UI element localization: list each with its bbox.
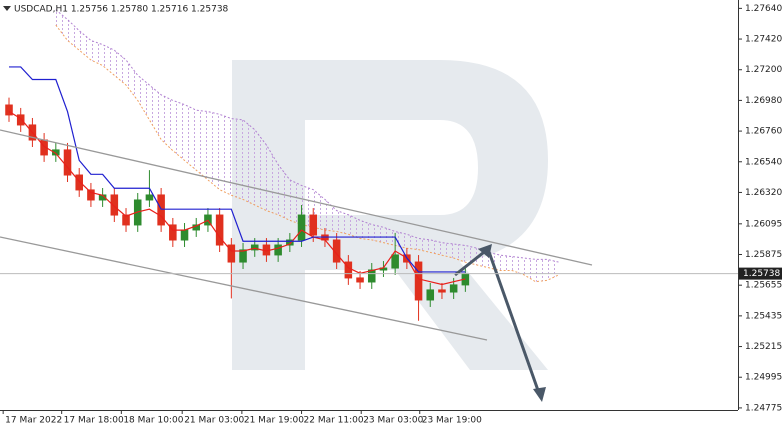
x-tick-label: 22 Mar 11:00 bbox=[304, 416, 364, 426]
x-tick-label: 17 Mar 18:00 bbox=[64, 416, 124, 426]
candle-body bbox=[274, 244, 282, 256]
y-tick-label: 1.25875 bbox=[745, 250, 782, 260]
candle-body bbox=[309, 214, 318, 236]
x-tick-label: 21 Mar 03:00 bbox=[184, 416, 244, 426]
candle-body bbox=[297, 214, 306, 241]
x-tick-label: 17 Mar 2022 bbox=[5, 416, 62, 426]
y-tick-label: 1.27200 bbox=[745, 65, 782, 75]
candle-body bbox=[391, 254, 399, 269]
candle-body bbox=[16, 114, 25, 126]
candle-body bbox=[110, 194, 119, 216]
y-tick-label: 1.25215 bbox=[745, 342, 782, 352]
y-tick-label: 1.25655 bbox=[745, 281, 782, 291]
candle-body bbox=[449, 284, 458, 293]
y-tick-label: 1.24995 bbox=[745, 373, 782, 383]
candle-body bbox=[356, 277, 364, 283]
candle-body bbox=[414, 261, 423, 301]
candle-body bbox=[63, 149, 72, 176]
y-tick-label: 1.27640 bbox=[745, 4, 782, 14]
chart-title: USDCAD,H1 1.25756 1.25780 1.25716 1.2573… bbox=[14, 5, 229, 15]
last-price-label: 1.25738 bbox=[743, 269, 780, 279]
cloud-lower bbox=[55, 24, 560, 283]
candle-body bbox=[286, 239, 294, 246]
candle-body bbox=[332, 239, 341, 263]
x-tick-label: 21 Mar 19:00 bbox=[244, 416, 304, 426]
candle-body bbox=[239, 249, 247, 263]
y-tick-label: 1.26540 bbox=[745, 157, 782, 167]
candle-body bbox=[122, 214, 130, 226]
y-tick-label: 1.27420 bbox=[745, 35, 782, 45]
y-tick-label: 1.26095 bbox=[745, 219, 782, 229]
candle-body bbox=[227, 244, 236, 263]
candle-body bbox=[75, 174, 83, 191]
menu-icon bbox=[3, 6, 11, 11]
candle-body bbox=[438, 289, 446, 293]
x-tick-label: 23 Mar 03:00 bbox=[363, 416, 423, 426]
candle-body bbox=[87, 189, 95, 201]
y-tick-label: 1.26320 bbox=[745, 188, 782, 198]
candle-body bbox=[52, 149, 60, 156]
indicator-line bbox=[8, 111, 466, 286]
candle-body bbox=[145, 194, 154, 201]
candle-body bbox=[344, 261, 353, 279]
channel-upper bbox=[0, 129, 593, 266]
last-price-box bbox=[739, 267, 782, 280]
candle-body bbox=[426, 289, 435, 301]
y-tick-label: 1.24775 bbox=[745, 403, 782, 413]
candle-body bbox=[180, 229, 189, 241]
y-tick-label: 1.25435 bbox=[745, 311, 782, 321]
candle-body bbox=[250, 244, 259, 251]
candle-body bbox=[215, 214, 224, 246]
candle-body bbox=[157, 194, 165, 226]
arrow-head bbox=[533, 387, 546, 402]
plot-area bbox=[5, 9, 560, 321]
candle-body bbox=[367, 269, 376, 283]
x-tick-label: 23 Mar 19:00 bbox=[422, 416, 482, 426]
y-tick-label: 1.26980 bbox=[745, 96, 782, 106]
channel-lower bbox=[0, 236, 488, 341]
candle-body bbox=[169, 224, 177, 241]
arrow-head bbox=[478, 244, 492, 258]
indicator-line bbox=[9, 66, 466, 273]
cloud-upper bbox=[55, 9, 560, 263]
candle-body bbox=[5, 104, 13, 116]
watermark bbox=[232, 60, 548, 370]
y-tick-label: 1.26760 bbox=[745, 127, 782, 137]
x-tick-label: 18 Mar 10:00 bbox=[123, 416, 183, 426]
